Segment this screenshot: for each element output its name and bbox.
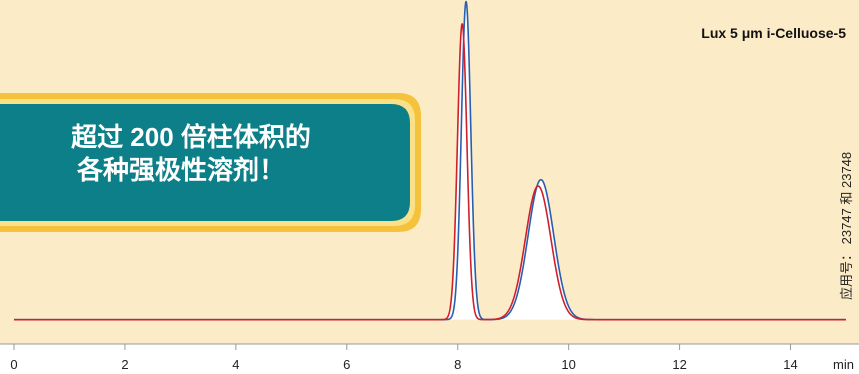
- x-tick-label: 12: [672, 357, 686, 372]
- x-tick-label: 6: [343, 357, 350, 372]
- x-tick-label: 10: [561, 357, 575, 372]
- x-tick-label: 8: [454, 357, 461, 372]
- series-layer: [13, 0, 847, 321]
- x-tick-label: 14: [783, 357, 797, 372]
- x-tick-label: 2: [121, 357, 128, 372]
- x-axis: 0 2 4 6 8 10 12 14: [10, 344, 798, 372]
- series-line-2: [13, 23, 847, 321]
- callout-line-2: 各种强极性溶剂！: [76, 155, 285, 185]
- chart-title: Lux 5 μm i-Celluose-5: [701, 25, 846, 41]
- callout-line-1: 超过 200 倍柱体积的: [71, 122, 311, 152]
- x-tick-label: 4: [232, 357, 239, 372]
- callout-box: [0, 104, 410, 221]
- x-axis-unit: min: [833, 357, 854, 372]
- x-tick-label: 0: [10, 357, 17, 372]
- application-number: 应用号： 23747 和 23748: [839, 152, 854, 300]
- solvent-callout: 超过 200 倍柱体积的 各种强极性溶剂！: [0, 93, 421, 232]
